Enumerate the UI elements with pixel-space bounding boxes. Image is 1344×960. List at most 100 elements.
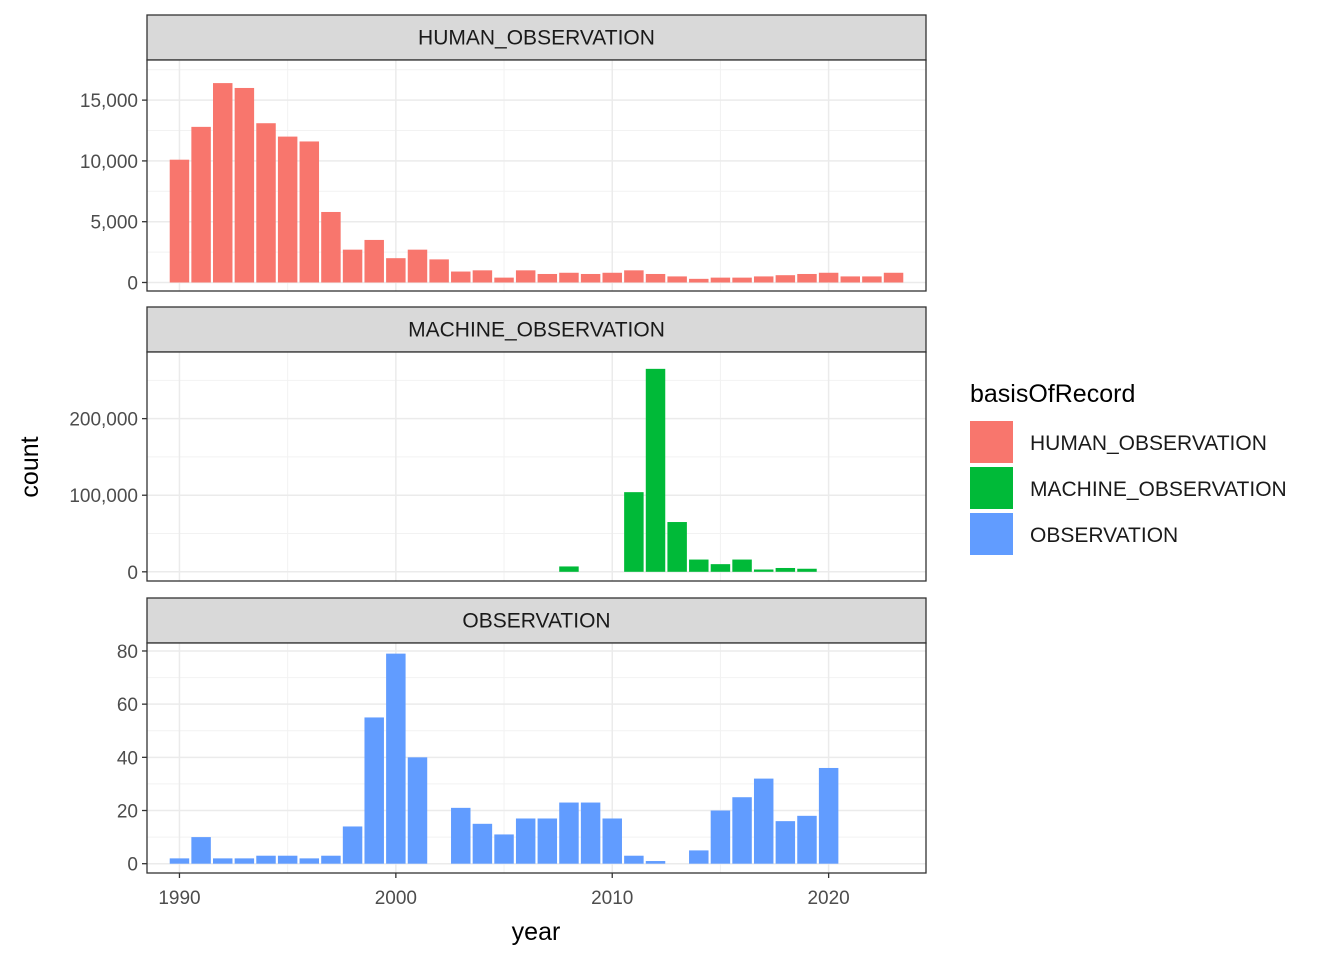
- bar: [753, 276, 774, 283]
- bar: [732, 559, 752, 572]
- bar: [515, 818, 536, 864]
- legend-entry: OBSERVATION: [970, 513, 1178, 555]
- bar: [689, 278, 709, 283]
- bar: [472, 823, 493, 864]
- bar: [559, 566, 579, 572]
- y-tick-label: 5,000: [90, 213, 138, 234]
- y-axis-title: count: [16, 436, 44, 497]
- bar: [537, 818, 558, 864]
- bar: [342, 249, 363, 283]
- bar: [840, 276, 861, 283]
- bar: [342, 826, 363, 864]
- legend-title: basisOfRecord: [970, 380, 1135, 408]
- bar: [364, 239, 384, 283]
- bar: [472, 270, 493, 283]
- legend-entry: HUMAN_OBSERVATION: [970, 421, 1267, 463]
- x-tick-label: 2000: [375, 888, 417, 909]
- bar: [775, 821, 796, 864]
- facet-panel: MACHINE_OBSERVATION 0 100,000 200,000: [69, 306, 927, 584]
- bar: [797, 815, 817, 864]
- bar: [386, 653, 406, 864]
- bar: [169, 858, 190, 864]
- bar: [710, 564, 731, 572]
- bar: [212, 83, 233, 283]
- y-tick-label: 0: [127, 563, 138, 584]
- bar: [386, 258, 406, 283]
- x-tick-label: 1990: [158, 888, 200, 909]
- bar: [256, 855, 276, 864]
- bar: [559, 272, 579, 283]
- facet-strip: [146, 14, 927, 61]
- panel-border: [146, 59, 927, 292]
- bar: [797, 273, 817, 283]
- bar: [451, 271, 471, 283]
- bar: [169, 159, 190, 283]
- bar: [234, 87, 255, 283]
- bar: [710, 810, 731, 864]
- bar: [407, 757, 428, 864]
- facet-panels: HUMAN_OBSERVATION 0 5,000 10,000 15,000 MACHI…: [69, 14, 927, 876]
- bar: [234, 858, 255, 864]
- x-axis-title: year: [512, 918, 561, 946]
- bar: [277, 136, 298, 283]
- bar: [797, 568, 817, 572]
- bar: [494, 834, 514, 864]
- bar: [277, 855, 298, 864]
- bar: [818, 767, 839, 864]
- facet-panel: HUMAN_OBSERVATION 0 5,000 10,000 15,000: [80, 14, 927, 294]
- legend-key: [970, 421, 1013, 463]
- legend-entry: MACHINE_OBSERVATION: [970, 467, 1287, 509]
- bar: [407, 249, 428, 283]
- bar: [580, 273, 601, 283]
- panel-border: [146, 642, 927, 874]
- y-tick-label: 0: [127, 273, 138, 294]
- legend-key: [970, 513, 1013, 555]
- bar: [883, 272, 904, 283]
- bar: [645, 368, 666, 572]
- bar: [321, 211, 341, 283]
- bar: [732, 797, 752, 864]
- bar: [212, 858, 233, 864]
- bar: [191, 837, 211, 864]
- bar: [191, 126, 211, 283]
- y-tick-label: 20: [117, 802, 138, 823]
- x-axis: 1990 2000 2010 2020: [158, 873, 850, 909]
- bar: [624, 492, 644, 572]
- y-tick-label: 40: [117, 748, 138, 769]
- facet-strip: [146, 306, 927, 353]
- bar: [862, 276, 882, 283]
- legend: basisOfRecord HUMAN_OBSERVATION MACHINE_O…: [970, 380, 1287, 555]
- panel-background: [147, 352, 926, 581]
- bar: [775, 567, 796, 572]
- panel-border: [146, 351, 927, 582]
- bar: [299, 858, 320, 864]
- bar: [515, 270, 536, 283]
- bar: [580, 802, 601, 864]
- bar: [256, 123, 276, 283]
- facet-strip-label: HUMAN_OBSERVATION: [418, 27, 655, 50]
- bar: [364, 717, 384, 864]
- facet-panel: OBSERVATION 0 20 40 60 80: [117, 597, 927, 876]
- bar: [689, 850, 709, 864]
- bar: [753, 778, 774, 864]
- bar: [645, 861, 666, 864]
- legend-label: OBSERVATION: [1030, 524, 1178, 547]
- bar: [710, 277, 731, 283]
- bar: [645, 273, 666, 283]
- bar: [451, 807, 471, 864]
- facet-strip-label: MACHINE_OBSERVATION: [408, 319, 665, 342]
- x-tick-label: 2020: [807, 888, 849, 909]
- bar: [753, 569, 774, 572]
- x-tick-label: 2010: [591, 888, 633, 909]
- y-tick-label: 10,000: [80, 152, 138, 173]
- bar: [624, 855, 644, 864]
- legend-key: [970, 467, 1013, 509]
- y-tick-label: 200,000: [69, 410, 138, 431]
- bar: [775, 275, 796, 283]
- bar: [818, 272, 839, 283]
- bar: [537, 273, 558, 283]
- bar: [299, 141, 320, 283]
- bar: [494, 277, 514, 283]
- bar: [624, 270, 644, 283]
